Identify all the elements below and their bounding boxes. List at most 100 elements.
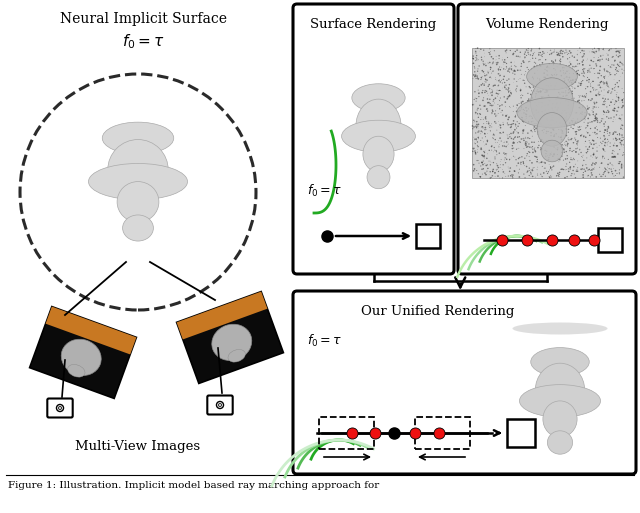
Point [486,64,496,72]
Point [495,163,505,171]
Point [493,172,503,180]
Point [488,134,499,143]
Point [472,156,482,165]
Point [602,163,612,171]
Point [587,166,597,174]
Point [472,94,482,103]
Point [585,155,595,164]
Point [582,102,593,110]
Point [482,117,492,126]
Point [532,153,542,161]
Point [603,83,613,91]
Point [530,173,540,181]
Point [600,126,610,134]
Point [514,120,524,128]
Point [493,65,504,73]
Point [616,160,627,168]
Point [468,54,478,63]
Point [550,141,560,149]
Point [548,162,559,170]
Point [535,48,545,56]
Point [575,110,585,119]
Point [598,78,609,86]
Point [526,47,536,55]
Ellipse shape [363,136,394,172]
Point [469,165,479,173]
Point [547,49,557,57]
Point [535,55,545,64]
Point [475,101,485,109]
Point [520,71,530,79]
Point [589,69,600,77]
Point [566,94,577,103]
Point [606,165,616,173]
Point [477,123,488,131]
Point [495,75,505,84]
Point [534,88,544,96]
Point [611,45,621,53]
Point [531,153,541,161]
Point [495,66,506,74]
Point [470,71,481,80]
Point [566,76,576,85]
Point [561,112,572,120]
Text: Multi-View Images: Multi-View Images [76,440,200,453]
Point [510,123,520,131]
Point [614,166,625,174]
Point [567,147,577,155]
Point [506,62,516,70]
Point [604,62,614,70]
Point [541,76,552,85]
Point [543,127,554,135]
Point [575,80,586,88]
Point [535,92,545,101]
Point [529,63,540,71]
Point [575,123,585,131]
Point [480,147,490,155]
Point [566,49,576,57]
Point [474,134,484,143]
Point [577,97,587,105]
Point [617,136,627,145]
Point [613,103,623,111]
Point [479,77,490,86]
Point [589,64,600,72]
Point [487,91,497,100]
Point [572,69,582,77]
Point [525,98,536,107]
Point [573,66,583,74]
Point [470,129,481,137]
Point [503,84,513,92]
Point [508,152,518,161]
Point [548,72,558,80]
Point [580,114,590,123]
Point [515,159,525,167]
Point [564,58,575,66]
Point [522,163,532,171]
Point [469,165,479,173]
Point [505,124,515,132]
Point [612,169,622,177]
Point [476,130,486,138]
Point [484,49,495,57]
Point [598,146,609,154]
Point [595,163,605,171]
Point [523,45,533,53]
Point [550,57,561,65]
Point [613,50,623,58]
Point [614,169,625,177]
Point [492,126,502,134]
Point [573,167,583,175]
Point [559,148,570,156]
Point [509,144,519,152]
Point [568,70,579,78]
Point [545,119,555,127]
Point [542,71,552,79]
Point [582,91,592,100]
Point [559,77,570,86]
Point [476,115,486,124]
Point [609,172,619,180]
Point [593,133,603,142]
Ellipse shape [537,112,567,146]
Point [546,136,556,145]
